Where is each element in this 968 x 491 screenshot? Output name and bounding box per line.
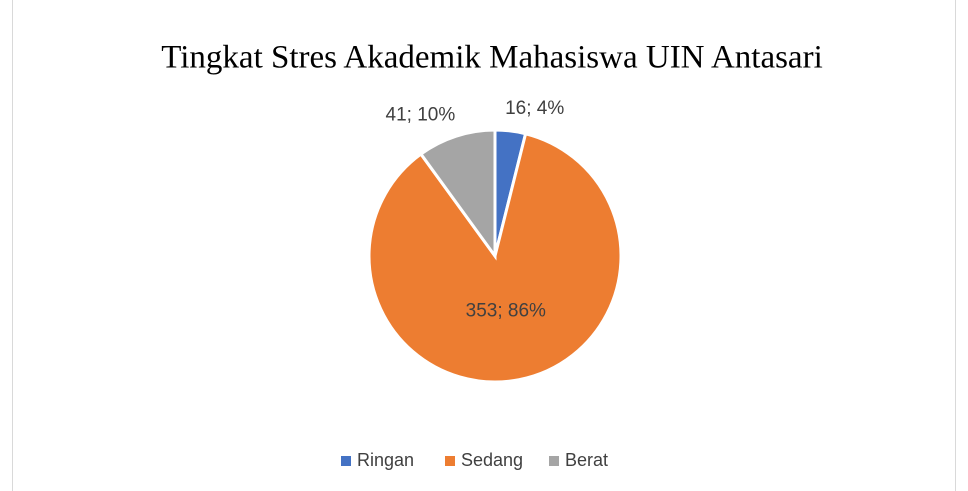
legend-label: Sedang xyxy=(461,450,523,470)
legend-swatch xyxy=(341,456,351,466)
legend-swatch xyxy=(445,456,455,466)
pie-slice xyxy=(418,128,497,261)
legend-label: Berat xyxy=(565,450,608,470)
data-label: 353; 86% xyxy=(466,301,546,322)
legend-label: Ringan xyxy=(357,450,414,470)
legend-swatch xyxy=(549,456,559,466)
data-label: 16; 4% xyxy=(505,98,564,119)
chart-title: Tingkat Stres Akademik Mahasiswa UIN Ant… xyxy=(161,40,822,76)
data-label: 41; 10% xyxy=(386,104,456,125)
